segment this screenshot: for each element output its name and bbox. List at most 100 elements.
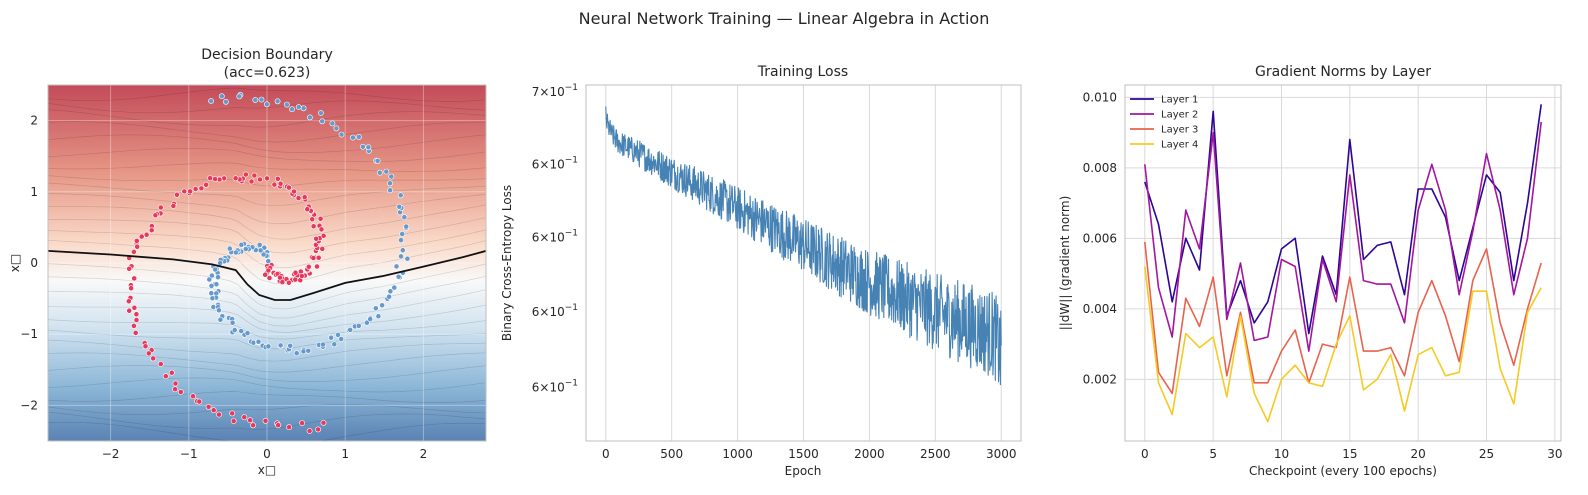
class0-point: [331, 341, 338, 348]
panel1-ytick-label: −1: [20, 327, 38, 341]
contour-line: [48, 121, 486, 143]
class0-point: [365, 144, 372, 151]
class0-point: [209, 295, 216, 302]
class0-point: [393, 263, 400, 270]
class1-point: [275, 422, 282, 429]
panel2-xtick-label: 3000: [986, 447, 1017, 461]
class0-point: [355, 322, 362, 329]
panel3-xtick-label: 30: [1547, 447, 1562, 461]
class0-point: [359, 143, 366, 150]
class0-point: [347, 326, 354, 333]
class1-point: [295, 195, 302, 201]
training-loss-panel: Training Loss 0 500 1000 1500 2000 2500 3000 6×…: [500, 64, 1022, 478]
class0-point: [229, 319, 236, 326]
class0-point: [226, 245, 233, 252]
class0-point: [208, 290, 215, 297]
class0-point: [238, 328, 245, 334]
class0-point: [399, 231, 406, 237]
layer4-line: [1144, 266, 1542, 423]
panel1-ytick-label: −2: [20, 398, 38, 412]
panel1-ticks: −2 −1 0 1 2 −2 −1 0 1 2: [20, 114, 427, 461]
class1-point: [205, 403, 212, 410]
class0-point: [215, 307, 222, 314]
class0-point: [328, 334, 334, 341]
panel2-ytick-label: 7×10−1: [532, 83, 578, 99]
panel1-subtitle: (acc=0.623): [224, 65, 311, 81]
class1-point: [301, 194, 308, 200]
class0-point: [218, 93, 225, 100]
class1-point: [177, 389, 184, 395]
decision-boundary-line: [48, 250, 486, 301]
class1-point: [250, 422, 256, 429]
contour-line: [48, 109, 486, 128]
class1-point: [133, 311, 140, 318]
class1-point: [131, 304, 138, 311]
class0-point: [338, 131, 345, 138]
contour-line: [48, 148, 486, 163]
panel2-ytick-label: 6×10−1: [532, 155, 578, 171]
class1-point: [309, 216, 316, 223]
class1-point: [216, 411, 222, 418]
class1-point: [230, 418, 237, 424]
class1-point: [143, 231, 150, 238]
panel2-xtick-label: 1500: [788, 447, 819, 461]
class1-point: [271, 181, 278, 188]
layer1-line: [1144, 104, 1542, 335]
class1-point: [210, 407, 217, 414]
contour-line: [48, 182, 486, 207]
class0-point: [252, 97, 259, 103]
class0-point: [387, 187, 393, 194]
class1-point: [251, 172, 258, 179]
class0-point: [367, 316, 374, 322]
contour-line: [48, 134, 486, 153]
class0-point: [396, 203, 403, 210]
contour-line: [48, 162, 486, 172]
contour-line: [48, 204, 486, 240]
panel1-frame: [47, 84, 487, 442]
class1-point: [265, 267, 272, 274]
panel3-ytick-label: 0.008: [1083, 161, 1117, 175]
panel1-xtick-label: −1: [180, 447, 198, 461]
class1-point: [196, 398, 203, 405]
class1-point: [130, 248, 137, 255]
legend-label-layer4: Layer 4: [1161, 140, 1198, 151]
class0-point: [231, 327, 238, 333]
class1-point: [247, 417, 253, 424]
panel1-xtick-label: 2: [420, 447, 428, 461]
contour-line: [48, 100, 486, 114]
class1-point: [314, 263, 320, 270]
class0-point: [398, 253, 404, 260]
class1-point: [162, 373, 169, 380]
class1-point: [168, 369, 175, 376]
class0-point: [338, 336, 345, 342]
class1-point: [291, 188, 297, 195]
layer-series-lines: [1144, 104, 1542, 423]
class0-point: [383, 168, 390, 175]
class0-point: [355, 133, 362, 140]
class0-point: [319, 118, 326, 125]
panel2-title: Training Loss: [757, 64, 848, 80]
class0-point: [300, 105, 307, 112]
class0-point: [329, 120, 336, 127]
class1-point: [299, 420, 305, 426]
class0-point: [212, 266, 219, 273]
class1-point: [304, 206, 311, 213]
panel2-xtick-label: 500: [660, 447, 683, 461]
class1-point: [306, 428, 313, 434]
class0-point: [317, 110, 324, 116]
panel3-grid: [1125, 85, 1561, 441]
class1-point: [286, 184, 292, 191]
loss-series-line: [605, 106, 1002, 386]
panel1-ytick-label: 2: [30, 114, 38, 128]
class0-point: [349, 134, 356, 141]
class1-point: [319, 245, 326, 252]
class1-point: [145, 350, 152, 357]
class0-point: [335, 331, 341, 338]
panel1-ytick-label: 0: [30, 256, 38, 270]
class0-point: [277, 342, 284, 349]
panel3-xtick-label: 15: [1342, 447, 1357, 461]
class0-point: [386, 293, 392, 300]
panel2-ylabel: Binary Cross-Entropy Loss: [500, 185, 514, 341]
legend-label-layer1: Layer 1: [1161, 95, 1198, 106]
